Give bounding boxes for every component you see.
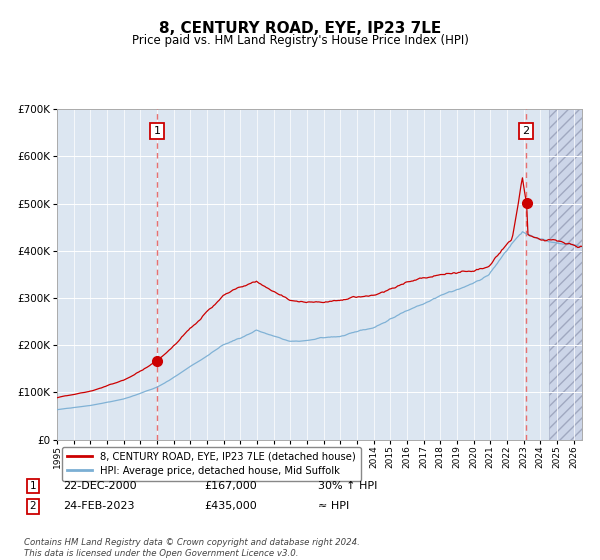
Text: £167,000: £167,000 <box>204 481 257 491</box>
Text: 24-FEB-2023: 24-FEB-2023 <box>63 501 134 511</box>
Text: 22-DEC-2000: 22-DEC-2000 <box>63 481 137 491</box>
Text: 30% ↑ HPI: 30% ↑ HPI <box>318 481 377 491</box>
Text: Contains HM Land Registry data © Crown copyright and database right 2024.
This d: Contains HM Land Registry data © Crown c… <box>24 538 360 558</box>
Text: 2: 2 <box>523 125 530 136</box>
Text: 2: 2 <box>29 501 37 511</box>
Text: ≈ HPI: ≈ HPI <box>318 501 349 511</box>
Text: 8, CENTURY ROAD, EYE, IP23 7LE: 8, CENTURY ROAD, EYE, IP23 7LE <box>159 21 441 36</box>
Bar <box>548 109 582 440</box>
Text: £435,000: £435,000 <box>204 501 257 511</box>
Text: 1: 1 <box>29 481 37 491</box>
Text: Price paid vs. HM Land Registry's House Price Index (HPI): Price paid vs. HM Land Registry's House … <box>131 34 469 46</box>
Legend: 8, CENTURY ROAD, EYE, IP23 7LE (detached house), HPI: Average price, detached ho: 8, CENTURY ROAD, EYE, IP23 7LE (detached… <box>62 447 361 481</box>
Text: 1: 1 <box>154 125 160 136</box>
